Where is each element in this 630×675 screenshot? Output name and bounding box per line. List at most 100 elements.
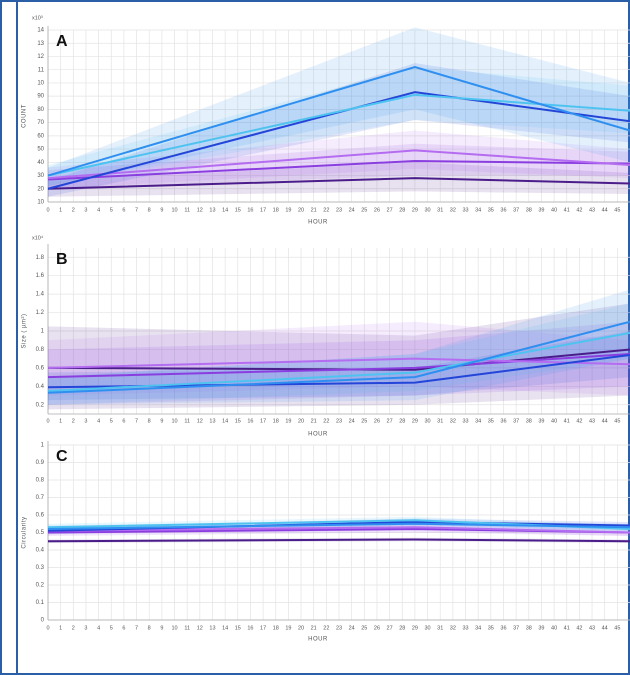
y-tick-label: 0.3	[36, 565, 45, 571]
y-tick-label: 0.9	[36, 460, 45, 466]
x-tick-label: 7	[135, 625, 138, 631]
y-tick-label: 30	[37, 173, 44, 179]
x-tick-label: 36	[500, 625, 506, 631]
panel-label: A	[56, 33, 68, 50]
x-tick-label: 34	[475, 207, 481, 213]
y-tick-label: 0.8	[36, 347, 45, 353]
x-tick-label: 15	[235, 418, 241, 424]
x-tick-label: 43	[589, 207, 595, 213]
y-tick-label: 1	[41, 443, 45, 449]
x-tick-label: 27	[387, 207, 393, 213]
x-tick-label: 40	[551, 625, 557, 631]
y-tick-label: 1.8	[36, 255, 45, 261]
x-tick-label: 1	[59, 207, 62, 213]
y-tick-label: 1.6	[36, 273, 45, 279]
x-tick-label: 11	[184, 207, 190, 213]
x-tick-label: 1	[59, 418, 62, 424]
x-tick-label: 36	[500, 207, 506, 213]
x-tick-label: 33	[462, 418, 468, 424]
x-tick-label: 29	[412, 207, 418, 213]
x-tick-label: 41	[564, 418, 570, 424]
x-tick-label: 31	[437, 418, 443, 424]
x-tick-label: 17	[260, 625, 266, 631]
x-tick-label: 7	[135, 418, 138, 424]
x-tick-label: 4	[97, 207, 100, 213]
series-line	[47, 357, 630, 369]
y-tick-label: 11	[38, 67, 45, 73]
x-tick-label: 5	[110, 207, 113, 213]
x-tick-label: 11	[184, 625, 190, 631]
x-tick-label: 34	[475, 418, 481, 424]
x-tick-label: 11	[184, 418, 190, 424]
x-tick-label: 9	[160, 625, 163, 631]
y-tick-label: 0.2	[36, 402, 45, 408]
y-tick-label: 0.7	[36, 495, 45, 501]
x-tick-label: 37	[513, 207, 519, 213]
y-tick-label: 0.8	[36, 478, 45, 484]
x-tick-label: 24	[349, 207, 355, 213]
x-tick-label: 30	[425, 625, 431, 631]
x-tick-label: 9	[160, 418, 163, 424]
x-tick-label: 31	[437, 625, 443, 631]
x-tick-label: 13	[209, 207, 215, 213]
x-tick-label: 27	[387, 418, 393, 424]
x-tick-label: 22	[323, 207, 329, 213]
x-tick-label: 18	[273, 418, 279, 424]
x-tick-label: 20	[298, 625, 304, 631]
series-line	[47, 526, 630, 534]
panel-label: C	[56, 448, 68, 465]
series-line	[47, 93, 630, 177]
x-tick-label: 8	[148, 418, 151, 424]
band	[48, 130, 630, 189]
series-line	[47, 149, 630, 180]
y-tick-label: 1.4	[36, 292, 45, 298]
x-tick-label: 41	[564, 625, 570, 631]
series-line	[47, 320, 630, 394]
x-tick-label: 32	[450, 418, 456, 424]
x-tick-label: 6	[122, 625, 125, 631]
x-tick-label: 40	[551, 207, 557, 213]
x-tick-label: 25	[361, 207, 367, 213]
x-tick-label: 37	[513, 625, 519, 631]
x-tick-label: 19	[285, 625, 291, 631]
x-tick-label: 16	[247, 625, 253, 631]
x-tick-label: 19	[285, 207, 291, 213]
series-line	[47, 353, 630, 379]
x-tick-label: 3	[84, 418, 87, 424]
y-tick-label: 0.5	[36, 530, 45, 536]
x-tick-label: 12	[197, 207, 203, 213]
x-tick-label: 19	[285, 418, 291, 424]
x-tick-label: 4	[97, 625, 100, 631]
axis-multiplier: x10³	[32, 15, 43, 21]
x-tick-label: 17	[260, 418, 266, 424]
x-tick-label: 14	[222, 625, 228, 631]
x-tick-label: 16	[247, 207, 253, 213]
x-tick-label: 38	[526, 418, 532, 424]
x-tick-label: 24	[349, 418, 355, 424]
y-tick-label: 0.4	[36, 384, 45, 390]
x-tick-label: 17	[260, 207, 266, 213]
x-tick-label: 3	[84, 625, 87, 631]
y-tick-label: 60	[37, 133, 44, 139]
x-tick-label: 35	[488, 625, 494, 631]
x-tick-label: 1	[59, 625, 62, 631]
x-tick-label: 31	[437, 207, 443, 213]
series-line	[47, 538, 630, 543]
y-tick-label: 40	[37, 160, 44, 166]
y-tick-label: 90	[37, 94, 44, 100]
x-tick-label: 9	[160, 207, 163, 213]
x-tick-label: 37	[513, 418, 519, 424]
x-tick-label: 4	[97, 418, 100, 424]
x-tick-label: 38	[526, 625, 532, 631]
x-tick-label: 44	[602, 625, 608, 631]
y-axis-label: Circularity	[22, 516, 28, 548]
series-line	[47, 331, 630, 392]
x-tick-label: 29	[412, 625, 418, 631]
x-tick-label: 20	[298, 207, 304, 213]
x-tick-label: 39	[538, 418, 544, 424]
x-tick-label: 7	[135, 207, 138, 213]
x-tick-label: 45	[614, 625, 620, 631]
y-tick-label: 0	[41, 618, 45, 624]
y-tick-label: 80	[37, 107, 44, 113]
series-line	[47, 66, 630, 177]
